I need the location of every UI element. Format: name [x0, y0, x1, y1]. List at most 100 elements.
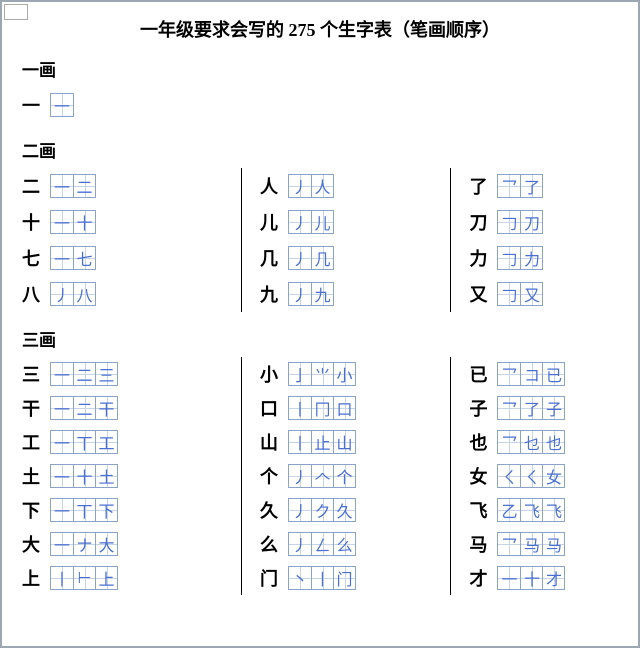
stroke-glyph: 八 [74, 283, 95, 305]
stroke-glyph: 乛 [498, 533, 520, 555]
stroke-glyph: 女 [543, 465, 564, 487]
stroke-glyph: 丨 [289, 397, 311, 419]
stroke-box: 丿九 [288, 282, 334, 306]
stroke-glyph: 门 [334, 567, 355, 589]
stroke-cell: 乙 [498, 499, 520, 521]
stroke-cell: 了 [520, 397, 542, 419]
stroke-box: 乛了 [497, 174, 543, 198]
stroke-glyph: 二 [74, 175, 95, 197]
char-entry: 山丨止山 [260, 425, 450, 459]
stroke-cell: 也 [542, 431, 564, 453]
char-entry: 一一 [22, 87, 618, 123]
stroke-cell: 𠆢 [311, 465, 333, 487]
stroke-cell: ナ [73, 533, 95, 555]
stroke-glyph: 刀 [521, 211, 542, 233]
stroke-glyph: 丿 [289, 283, 311, 305]
stroke-cell: 口 [333, 397, 355, 419]
stroke-glyph: 人 [312, 175, 333, 197]
stroke-glyph: 飞 [543, 499, 564, 521]
char-label: 又 [469, 281, 497, 307]
stroke-box: 乛コ已 [497, 362, 565, 386]
stroke-glyph: 丨 [289, 431, 311, 453]
stroke-cell: 儿 [311, 211, 333, 233]
stroke-glyph: 𠃌 [498, 283, 520, 305]
stroke-cell: 干 [95, 397, 117, 419]
content: 一画一一二画二一二十一十七一七八丿八人丿人儿丿儿几丿几九丿九了乛了刀𠃌刀力𠃌力又… [22, 56, 618, 595]
stroke-glyph: 久 [334, 499, 355, 521]
stroke-cell: 马 [520, 533, 542, 555]
stroke-glyph: 九 [312, 283, 333, 305]
char-label: 儿 [260, 209, 288, 235]
stroke-cell: 十 [73, 211, 95, 233]
stroke-glyph: 三 [96, 363, 117, 385]
section-column: 三一二三干一二干工一丅工土一十土下一丅下大一ナ大上丨⊢上 [22, 357, 241, 595]
stroke-cell: 一 [51, 465, 73, 487]
stroke-box: 一十 [50, 210, 96, 234]
stroke-glyph: 又 [521, 283, 542, 305]
char-entry: 女ㄑㄑ女 [469, 459, 618, 493]
stroke-glyph: 上 [96, 567, 117, 589]
stroke-cell: 一 [51, 94, 73, 116]
stroke-glyph: 二 [74, 363, 95, 385]
char-label: 人 [260, 173, 288, 199]
corner-marker [4, 4, 28, 20]
char-label: 小 [260, 361, 288, 387]
stroke-box: 一二三 [50, 362, 118, 386]
stroke-cell: 丿 [289, 283, 311, 305]
stroke-box: 一ナ大 [50, 532, 118, 556]
section-columns: 二一二十一十七一七八丿八人丿人儿丿儿几丿几九丿九了乛了刀𠃌刀力𠃌力又𠃌又 [22, 168, 618, 312]
stroke-cell: 丨 [289, 431, 311, 453]
char-entry: 力𠃌力 [469, 240, 618, 276]
stroke-box: 𠃌刀 [497, 210, 543, 234]
stroke-box: 丿人 [288, 174, 334, 198]
char-entry: 七一七 [22, 240, 241, 276]
stroke-box: 乛了子 [497, 396, 565, 420]
stroke-glyph: 乙 [498, 499, 520, 521]
stroke-cell: 久 [333, 499, 355, 521]
stroke-box: 亅⺌小 [288, 362, 356, 386]
stroke-glyph: 一 [51, 175, 73, 197]
char-entry: 工一丅工 [22, 425, 241, 459]
stroke-cell: 止 [311, 431, 333, 453]
char-label: 门 [260, 565, 288, 591]
char-label: 才 [469, 565, 497, 591]
stroke-cell: 丿 [289, 499, 311, 521]
section-column: 已乛コ已子乛了子也乛乜也女ㄑㄑ女飞乙飞飞马乛马马才一十才 [450, 357, 618, 595]
char-label: 几 [260, 245, 288, 271]
char-label: 了 [469, 173, 497, 199]
stroke-glyph: 丶 [289, 567, 311, 589]
char-entry: 了乛了 [469, 168, 618, 204]
stroke-cell: 一 [51, 247, 73, 269]
stroke-cell: 下 [95, 499, 117, 521]
stroke-glyph: 一 [498, 567, 520, 589]
char-entry: 口丨冂口 [260, 391, 450, 425]
stroke-cell: 了 [520, 175, 542, 197]
char-entry: 土一十土 [22, 459, 241, 493]
stroke-cell: 冂 [311, 397, 333, 419]
stroke-box: ㄑㄑ女 [497, 464, 565, 488]
stroke-cell: 二 [73, 363, 95, 385]
section-heading: 三画 [22, 326, 618, 351]
stroke-glyph: 一 [51, 533, 73, 555]
stroke-cell: 丅 [73, 499, 95, 521]
stroke-cell: 丿 [289, 211, 311, 233]
char-entry: 几丿几 [260, 240, 450, 276]
stroke-cell: ㄥ [311, 533, 333, 555]
stroke-glyph: 马 [521, 533, 542, 555]
stroke-cell: 七 [73, 247, 95, 269]
char-label: 八 [22, 281, 50, 307]
char-entry: 么丿ㄥ么 [260, 527, 450, 561]
char-label: 上 [22, 565, 50, 591]
stroke-glyph: 力 [521, 247, 542, 269]
char-entry: 飞乙飞飞 [469, 493, 618, 527]
char-entry: 门丶丨门 [260, 561, 450, 595]
stroke-cell: 已 [542, 363, 564, 385]
stroke-cell: 亅 [289, 363, 311, 385]
stroke-cell: 一 [51, 397, 73, 419]
stroke-cell: 乛 [498, 431, 520, 453]
stroke-box: 乛乜也 [497, 430, 565, 454]
stroke-cell: 几 [311, 247, 333, 269]
stroke-glyph: 一 [51, 397, 73, 419]
stroke-cell: 二 [73, 397, 95, 419]
stroke-cell: 丶 [289, 567, 311, 589]
